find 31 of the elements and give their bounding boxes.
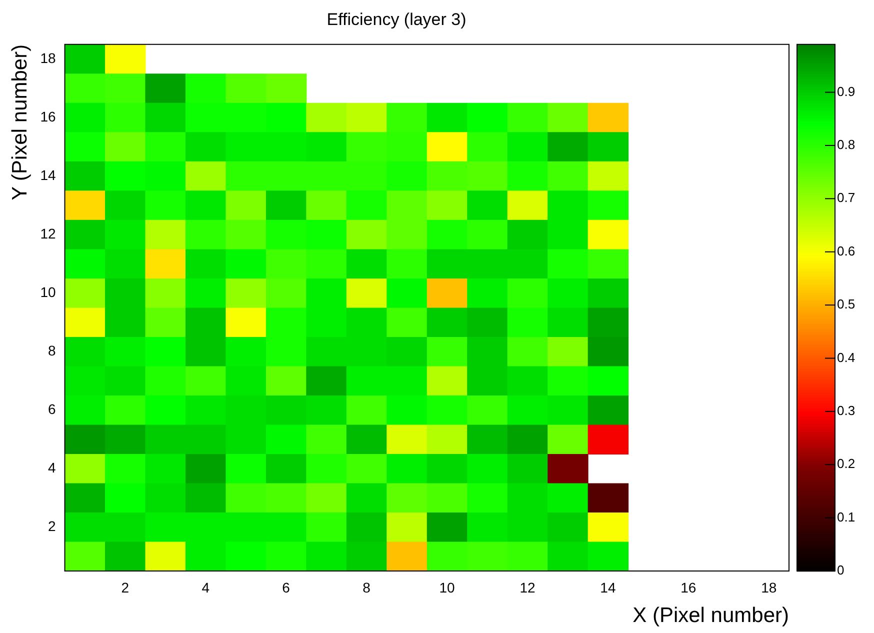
color-bar-label: 0.1 (837, 509, 856, 524)
color-bar-label: 0.8 (837, 137, 856, 152)
y-tick-label: 12 (40, 225, 56, 242)
x-tick-label: 6 (282, 579, 290, 596)
color-bar-label: 0 (837, 562, 844, 578)
y-tick-label: 18 (40, 50, 56, 66)
color-bar-label: 0.7 (837, 190, 856, 206)
x-tick-label: 14 (600, 579, 616, 596)
x-axis-title: X (Pixel number) (632, 604, 789, 628)
y-axis-title: Y (Pixel number) (8, 44, 32, 200)
x-tick-label: 4 (202, 579, 210, 596)
x-tick-label: 8 (362, 579, 371, 596)
y-tick-label: 4 (48, 459, 56, 476)
x-tick-label: 12 (520, 579, 536, 596)
chart-title: Efficiency (layer 3) (326, 10, 466, 29)
y-tick-label: 2 (48, 518, 56, 534)
y-tick-label: 8 (48, 342, 56, 358)
y-tick-label: 14 (40, 166, 56, 183)
y-tick-label: 16 (40, 108, 56, 124)
x-tick-label: 2 (121, 579, 130, 596)
y-tick-label: 6 (48, 400, 56, 417)
color-bar-label: 0.9 (837, 84, 856, 99)
x-tick-label: 16 (680, 579, 696, 596)
color-bar-label: 0.4 (837, 350, 856, 365)
y-tick-label: 10 (40, 284, 56, 300)
x-tick-label: 18 (761, 579, 777, 596)
color-bar-label: 0.6 (837, 243, 856, 258)
color-bar-label: 0.2 (837, 456, 856, 472)
color-bar-label: 0.3 (837, 403, 856, 418)
x-tick-label: 10 (439, 579, 455, 596)
color-bar-label: 0.5 (837, 296, 856, 312)
